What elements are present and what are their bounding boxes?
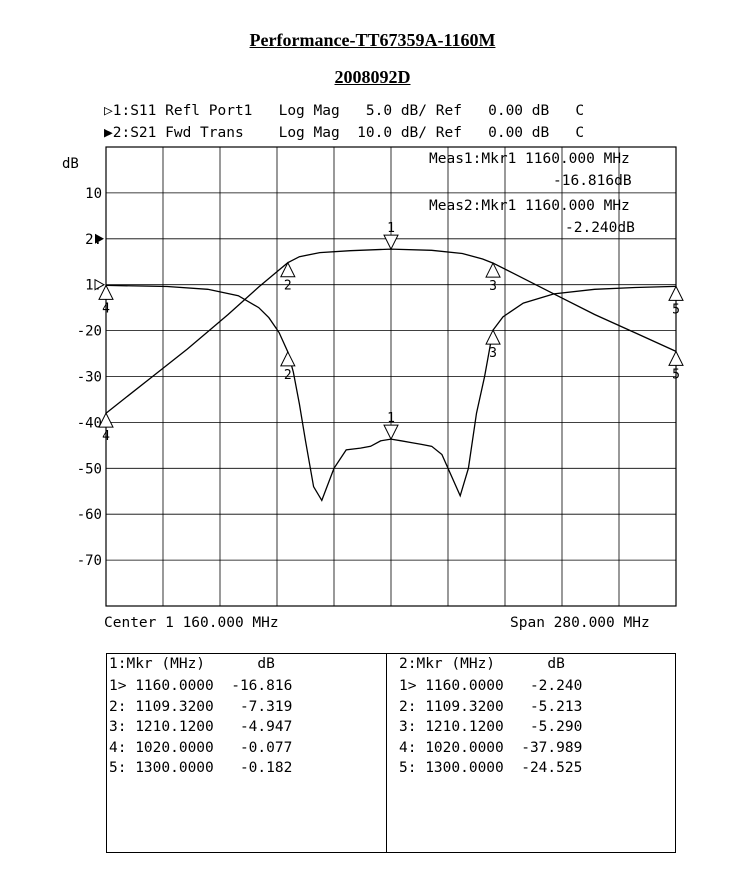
- right-row-5: 5: 1300.0000 -24.525: [399, 760, 583, 776]
- trace-2-label: 2:S21 Fwd Trans Log Mag 10.0 dB/ Ref 0.0…: [112, 125, 585, 141]
- y-tick-label: -50: [77, 461, 102, 477]
- page-subtitle: 2008092D: [334, 67, 411, 87]
- center-frequency: Center 1 160.000 MHz: [104, 615, 279, 631]
- s11-marker-2-label: 2: [284, 368, 292, 383]
- y-tick-label: -40: [77, 415, 102, 431]
- ref1-arrow-icon: [94, 278, 106, 291]
- marker-table: 1:Mkr (MHz) dB 2:Mkr (MHz) dB 1> 1160.00…: [106, 653, 676, 853]
- left-row-5: 5: 1300.0000 -0.182: [109, 760, 293, 776]
- left-row-4: 4: 1020.0000 -0.077: [109, 740, 293, 756]
- span-frequency: Span 280.000 MHz: [510, 615, 650, 631]
- trace-2-row: ▶2:S21 Fwd Trans Log Mag 10.0 dB/ Ref 0.…: [104, 125, 584, 141]
- y-tick-label: -70: [77, 553, 102, 569]
- trace-1-row: ▷1:S11 Refl Port1 Log Mag 5.0 dB/ Ref 0.…: [104, 103, 584, 119]
- y-tick-label: -60: [77, 507, 102, 523]
- left-row-1: 1> 1160.0000 -16.816: [109, 678, 293, 694]
- left-row-3: 3: 1210.1200 -4.947: [109, 719, 293, 735]
- series-group: [105, 248, 677, 502]
- s11-marker-4-icon: [98, 284, 114, 300]
- right-row-2: 2: 1109.3200 -5.213: [399, 699, 583, 715]
- s21-marker-3-icon: [485, 261, 501, 278]
- left-table-header: 1:Mkr (MHz) dB: [109, 656, 275, 672]
- s11-trace: [105, 284, 677, 502]
- trace-1-marker-icon: ▷: [104, 103, 113, 119]
- s21-marker-5-label: 5: [672, 367, 680, 382]
- s11-marker-5-label: 5: [672, 302, 680, 317]
- y-tick-label: -20: [77, 324, 102, 340]
- trace-1-label: 1:S11 Refl Port1 Log Mag 5.0 dB/ Ref 0.0…: [112, 103, 585, 119]
- s21-trace: [105, 248, 677, 414]
- table-divider: [386, 654, 387, 852]
- s21-marker-1-icon: [383, 234, 399, 251]
- right-table-header: 2:Mkr (MHz) dB: [399, 656, 565, 672]
- s11-marker-1-icon: [383, 424, 399, 441]
- s21-marker-2-label: 2: [284, 279, 292, 294]
- meas1-value: -16.816dB: [553, 173, 632, 189]
- s21-marker-4-icon: [98, 412, 114, 428]
- meas1-line1: Meas1:Mkr1 1160.000 MHz: [429, 151, 630, 167]
- s11-marker-2-icon: [280, 350, 296, 367]
- right-row-1: 1> 1160.0000 -2.240: [399, 678, 583, 694]
- s11-marker-3-label: 3: [489, 346, 497, 361]
- s21-marker-4-label: 4: [102, 429, 110, 444]
- y-tick-label: 10: [85, 186, 102, 202]
- s21-marker-1-label: 1: [387, 221, 395, 236]
- chart-grid: [105, 146, 677, 607]
- s11-marker-1-label: 1: [387, 411, 395, 426]
- trace-2-marker-icon: ▶: [104, 125, 113, 141]
- y-tick-labels: 102:1:-20-30-40-50-60-70: [77, 186, 106, 569]
- meas2-value: -2.240dB: [565, 220, 635, 236]
- ref2-arrow-icon: [95, 233, 104, 244]
- s11-marker-5-icon: [668, 285, 684, 301]
- s21-marker-3-label: 3: [489, 279, 497, 294]
- page-title: Performance-TT67359A-1160M: [249, 30, 496, 50]
- s11-marker-4-label: 4: [102, 301, 110, 316]
- meas2-line1: Meas2:Mkr1 1160.000 MHz: [429, 198, 630, 214]
- right-row-3: 3: 1210.1200 -5.290: [399, 719, 583, 735]
- marker-group: 1 2 3 4 5 1 2 3 4 5: [98, 221, 684, 444]
- s21-marker-2-icon: [280, 261, 296, 278]
- y-axis-label: dB: [62, 156, 79, 172]
- right-row-4: 4: 1020.0000 -37.989: [399, 740, 583, 756]
- s21-marker-5-icon: [668, 350, 684, 366]
- s11-marker-3-icon: [485, 328, 501, 345]
- y-tick-label: -30: [77, 370, 102, 386]
- left-row-2: 2: 1109.3200 -7.319: [109, 699, 293, 715]
